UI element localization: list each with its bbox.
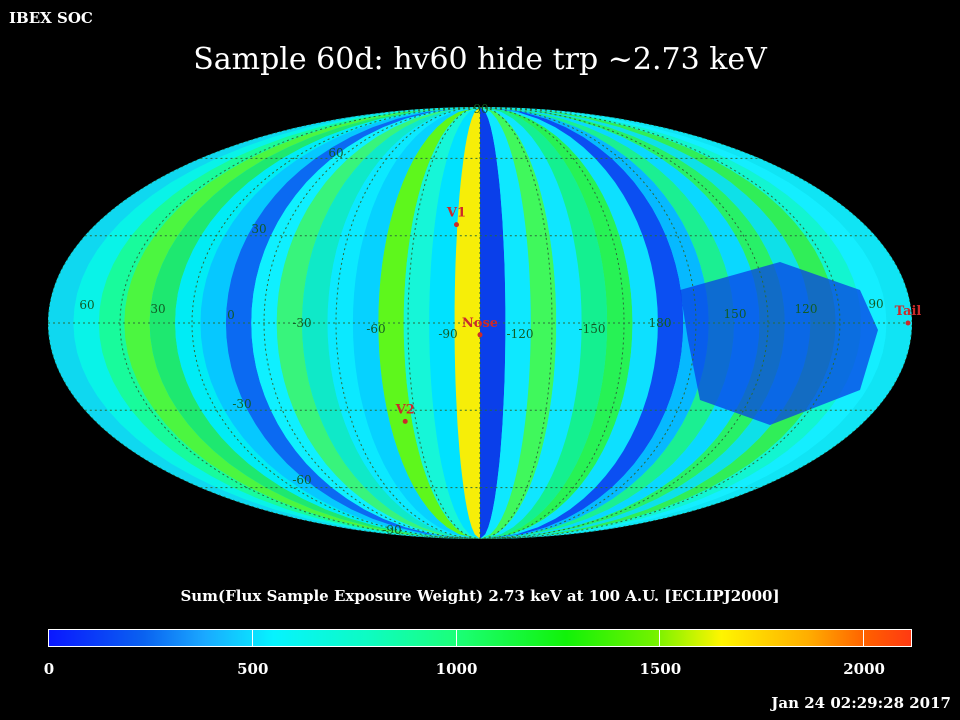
colorbar-tick — [251, 629, 253, 647]
colorbar-tick-label: 0 — [43, 660, 55, 678]
longitude-label: -90 — [438, 327, 457, 341]
flux-band — [480, 107, 557, 539]
colorbar-tick-label: 2000 — [843, 660, 885, 678]
colorbar-title: Sum(Flux Sample Exposure Weight) 2.73 ke… — [180, 587, 780, 605]
marker-nose — [477, 332, 483, 338]
colorbar — [48, 629, 912, 647]
flux-band — [480, 107, 506, 539]
flux-band — [352, 107, 480, 539]
longitude-label: 120 — [795, 302, 818, 316]
longitude-label: 30 — [150, 302, 165, 316]
marker-v1 — [454, 222, 459, 228]
meridian-line — [407, 107, 481, 539]
longitude-label: -150 — [579, 322, 606, 336]
colorbar-tick — [48, 629, 49, 647]
longitude-label: -60 — [366, 322, 385, 336]
flux-band — [480, 107, 658, 539]
colorbar-tick — [659, 629, 661, 647]
flux-band — [403, 107, 480, 539]
flux-band — [327, 107, 480, 539]
latitude-label: -90 — [382, 523, 401, 537]
flux-band — [454, 107, 480, 539]
longitude-label: 150 — [724, 307, 747, 321]
flux-band — [302, 107, 480, 539]
longitude-label: 180 — [649, 316, 672, 330]
longitude-label: -120 — [507, 327, 534, 341]
map-title: Sample 60d: hv60 hide trp ~2.73 keV — [193, 42, 767, 77]
timestamp: Jan 24 02:29:28 2017 — [771, 694, 951, 712]
meridian-line — [479, 107, 769, 539]
meridian-line — [479, 107, 625, 539]
latitude-label: 90 — [473, 102, 488, 116]
colorbar-tick — [863, 629, 865, 647]
graticule-labels: 90 60 30 0 -30 -60 -90 60 30 -30 -60 -90 -120 -150 180… — [79, 102, 883, 537]
meridian-line — [479, 107, 697, 539]
meridian-line — [191, 107, 481, 539]
flux-band — [480, 107, 608, 539]
latitude-label: 0 — [227, 308, 235, 322]
meridian-line — [479, 107, 553, 539]
meridian-line — [479, 107, 841, 539]
low-flux-region — [680, 262, 878, 425]
flux-band — [480, 107, 633, 539]
meridian-line — [119, 107, 481, 539]
colorbar-tick — [455, 629, 457, 647]
colorbar-tick-label: 1000 — [435, 660, 478, 678]
longitude-label: 60 — [79, 298, 94, 312]
meridian-line — [263, 107, 481, 539]
map-markers: V1 Nose V2 Tail — [395, 206, 922, 424]
marker-label-tail: Tail — [895, 304, 922, 319]
latitude-label: 60 — [328, 146, 343, 160]
meridian-line — [335, 107, 481, 539]
marker-v2 — [402, 418, 408, 424]
marker-label-v1: V1 — [446, 206, 466, 221]
flux-band — [480, 107, 531, 539]
longitude-label: 90 — [868, 297, 883, 311]
colorbar-tick-label: 1500 — [639, 660, 682, 678]
longitude-label: -30 — [292, 316, 311, 330]
marker-tail — [905, 320, 911, 326]
marker-label-v2: V2 — [395, 402, 415, 417]
latitude-label: -30 — [232, 397, 251, 411]
latitude-label: -60 — [292, 473, 311, 487]
marker-label-nose: Nose — [462, 316, 498, 331]
organization-label: IBEX SOC — [9, 9, 93, 27]
colorbar-tick-label: 500 — [237, 660, 269, 678]
flux-band — [378, 107, 480, 539]
latitude-label: 30 — [251, 222, 266, 236]
flux-band — [480, 107, 582, 539]
